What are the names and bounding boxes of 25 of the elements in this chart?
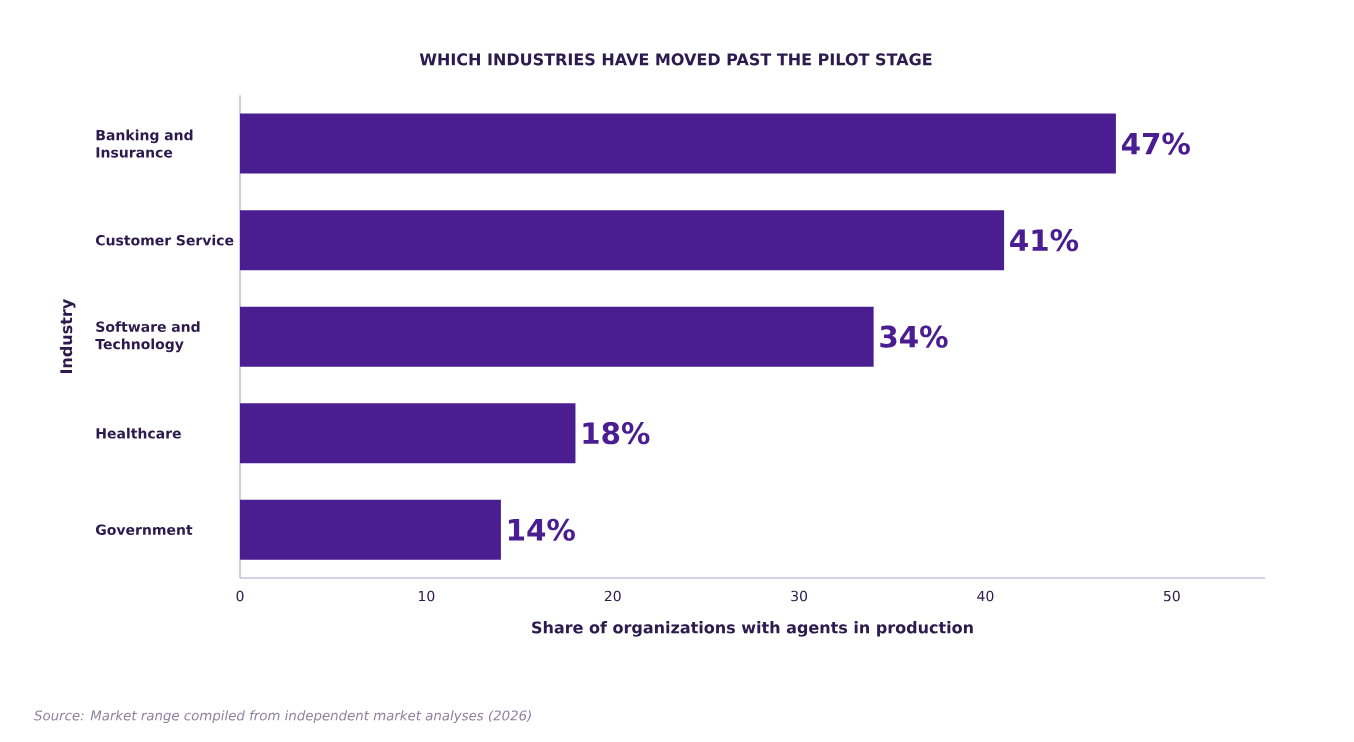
bar [240,306,874,367]
data-label: 14% [508,518,575,541]
bar [240,210,1005,271]
x-axis-title: Share of organizations with agents in production [532,621,973,637]
x-tick-label: 40 [977,590,994,602]
source-note: Source: Market range compiled from independent market analyses (2026) [34,710,531,724]
data-label: 47% [1121,132,1190,155]
y-axis-title: Industry [59,299,76,374]
y-tick-label: Government [95,524,193,536]
y-tick-label: Banking and Insurance [96,129,193,158]
bar [240,499,501,560]
x-tick-label: 20 [604,590,621,602]
y-tick-label: Software and Technology [95,321,200,353]
y-tick-label: Customer Service [95,234,234,246]
data-label: 34% [880,325,948,348]
chart-title: WHICH INDUSTRIES HAVE MOVED PAST THE PILOT STAGE [419,53,932,66]
bar [240,403,576,464]
x-tick-label: 10 [418,590,435,602]
x-tick-label: 50 [1163,590,1180,602]
bar [240,113,1116,174]
x-tick-label: 30 [791,590,808,602]
data-label: 41% [1010,229,1079,252]
data-label: 18% [583,422,650,445]
x-tick-label: 0 [236,590,244,602]
y-tick-label: Healthcare [96,427,181,439]
